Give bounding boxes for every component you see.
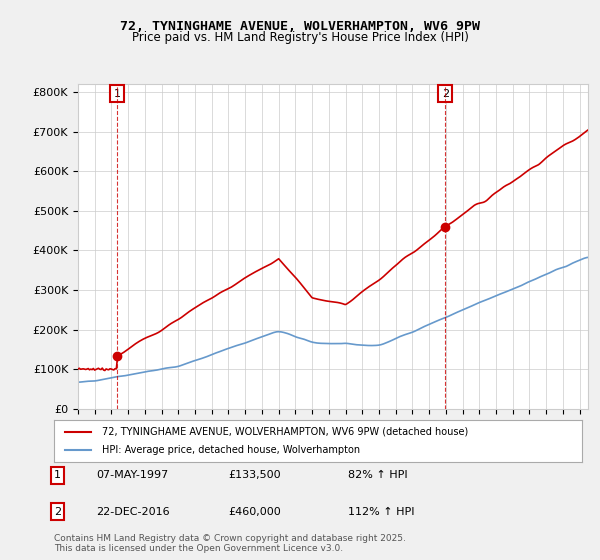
Text: 72, TYNINGHAME AVENUE, WOLVERHAMPTON, WV6 9PW: 72, TYNINGHAME AVENUE, WOLVERHAMPTON, WV… — [120, 20, 480, 32]
Text: 22-DEC-2016: 22-DEC-2016 — [96, 507, 170, 517]
Text: 2: 2 — [54, 507, 61, 517]
Text: 72, TYNINGHAME AVENUE, WOLVERHAMPTON, WV6 9PW (detached house): 72, TYNINGHAME AVENUE, WOLVERHAMPTON, WV… — [101, 427, 468, 437]
Text: 1: 1 — [54, 470, 61, 480]
Text: 112% ↑ HPI: 112% ↑ HPI — [348, 507, 415, 517]
Text: HPI: Average price, detached house, Wolverhampton: HPI: Average price, detached house, Wolv… — [101, 445, 359, 455]
Text: 2: 2 — [442, 88, 449, 99]
Text: Contains HM Land Registry data © Crown copyright and database right 2025.
This d: Contains HM Land Registry data © Crown c… — [54, 534, 406, 553]
Text: £460,000: £460,000 — [228, 507, 281, 517]
Text: £133,500: £133,500 — [228, 470, 281, 480]
Text: Price paid vs. HM Land Registry's House Price Index (HPI): Price paid vs. HM Land Registry's House … — [131, 31, 469, 44]
Text: 82% ↑ HPI: 82% ↑ HPI — [348, 470, 407, 480]
Text: 1: 1 — [114, 88, 121, 99]
Text: 07-MAY-1997: 07-MAY-1997 — [96, 470, 168, 480]
